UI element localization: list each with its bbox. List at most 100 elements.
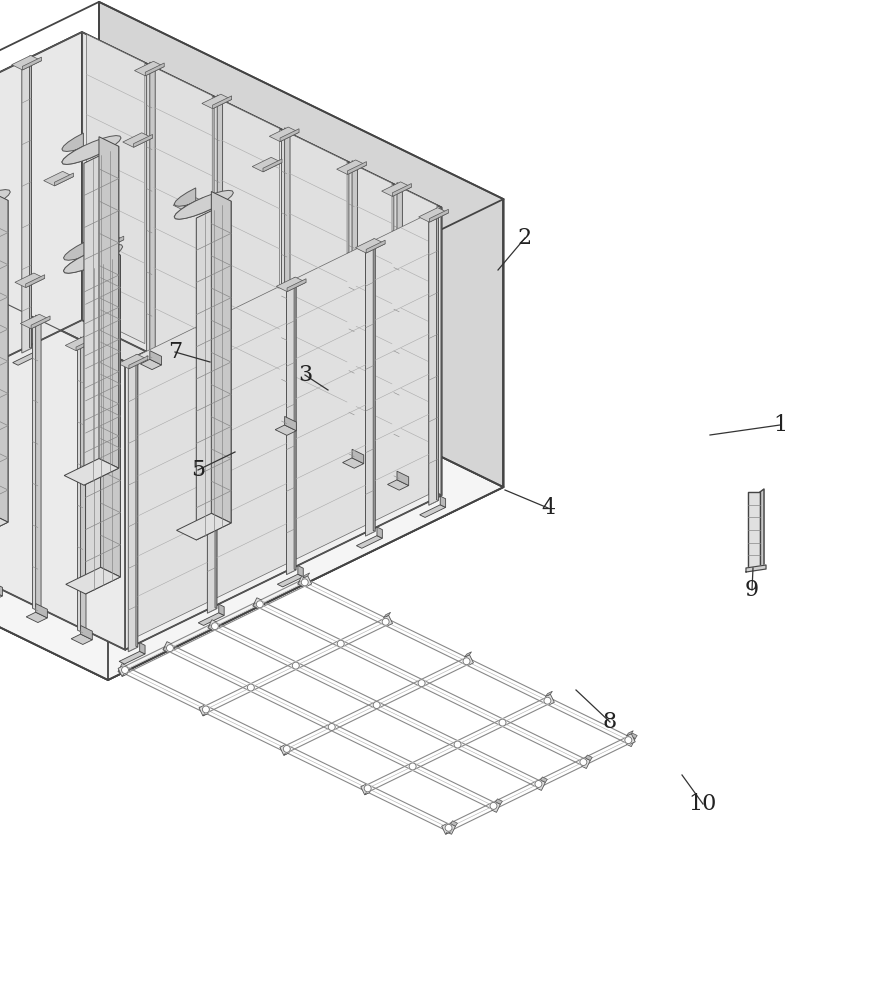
Polygon shape — [29, 56, 31, 348]
Polygon shape — [81, 337, 86, 631]
Polygon shape — [253, 598, 261, 608]
Polygon shape — [15, 273, 44, 288]
Polygon shape — [26, 275, 44, 288]
Polygon shape — [366, 240, 375, 536]
Polygon shape — [0, 200, 8, 539]
Polygon shape — [0, 32, 441, 362]
Polygon shape — [64, 242, 101, 273]
Polygon shape — [199, 705, 208, 716]
Polygon shape — [62, 136, 121, 164]
Polygon shape — [150, 351, 161, 365]
Polygon shape — [217, 384, 229, 398]
Circle shape — [409, 763, 416, 770]
Circle shape — [212, 623, 218, 630]
Text: 1: 1 — [773, 414, 787, 436]
Text: 7: 7 — [168, 341, 182, 363]
Polygon shape — [145, 63, 164, 76]
Polygon shape — [66, 336, 95, 351]
Polygon shape — [382, 182, 411, 196]
Polygon shape — [352, 449, 364, 464]
Circle shape — [499, 719, 506, 726]
Polygon shape — [198, 613, 224, 625]
Circle shape — [364, 785, 371, 792]
Polygon shape — [441, 824, 451, 834]
Polygon shape — [401, 188, 437, 486]
Polygon shape — [546, 694, 555, 705]
Polygon shape — [197, 201, 231, 540]
Polygon shape — [420, 505, 446, 517]
Polygon shape — [176, 513, 231, 540]
Circle shape — [256, 601, 263, 608]
Polygon shape — [429, 209, 439, 505]
Polygon shape — [118, 664, 127, 674]
Polygon shape — [419, 208, 448, 222]
Polygon shape — [284, 750, 291, 755]
Circle shape — [625, 737, 632, 744]
Polygon shape — [203, 710, 210, 716]
Circle shape — [292, 662, 299, 669]
Polygon shape — [337, 160, 367, 174]
Polygon shape — [140, 359, 161, 370]
Polygon shape — [377, 527, 383, 538]
Polygon shape — [135, 61, 164, 76]
Polygon shape — [393, 184, 400, 478]
Polygon shape — [392, 184, 411, 196]
Polygon shape — [22, 57, 42, 70]
Polygon shape — [86, 255, 120, 594]
Circle shape — [301, 579, 308, 586]
Text: 2: 2 — [518, 227, 532, 249]
Circle shape — [121, 666, 128, 674]
Circle shape — [535, 780, 542, 787]
Polygon shape — [298, 581, 305, 586]
Polygon shape — [217, 95, 222, 389]
Polygon shape — [282, 129, 287, 424]
Polygon shape — [626, 736, 635, 747]
Text: 3: 3 — [298, 364, 312, 386]
Polygon shape — [495, 799, 502, 804]
Polygon shape — [0, 186, 125, 650]
Polygon shape — [154, 67, 213, 376]
Polygon shape — [34, 344, 39, 355]
Polygon shape — [366, 240, 385, 253]
Polygon shape — [284, 416, 296, 431]
Polygon shape — [213, 96, 231, 109]
Polygon shape — [215, 316, 217, 609]
Polygon shape — [212, 191, 231, 523]
Polygon shape — [150, 62, 155, 356]
Polygon shape — [173, 196, 203, 210]
Circle shape — [454, 741, 461, 748]
Polygon shape — [586, 755, 593, 760]
Polygon shape — [207, 392, 229, 402]
Polygon shape — [296, 244, 366, 559]
Polygon shape — [0, 195, 108, 680]
Polygon shape — [384, 612, 391, 618]
Polygon shape — [140, 643, 145, 654]
Polygon shape — [492, 802, 501, 812]
Polygon shape — [163, 642, 172, 652]
Circle shape — [490, 802, 497, 809]
Polygon shape — [35, 315, 41, 609]
Polygon shape — [298, 576, 307, 586]
Polygon shape — [208, 317, 227, 330]
Polygon shape — [446, 829, 453, 834]
Polygon shape — [137, 322, 207, 636]
Polygon shape — [540, 777, 548, 782]
Polygon shape — [82, 32, 441, 495]
Polygon shape — [437, 208, 439, 501]
Polygon shape — [118, 354, 148, 369]
Polygon shape — [128, 356, 148, 369]
Polygon shape — [118, 669, 125, 674]
Circle shape — [167, 645, 174, 652]
Polygon shape — [536, 780, 546, 790]
Polygon shape — [356, 536, 383, 548]
Polygon shape — [280, 745, 289, 755]
Polygon shape — [77, 339, 82, 633]
Polygon shape — [630, 733, 637, 739]
Polygon shape — [208, 620, 217, 630]
Polygon shape — [760, 489, 764, 568]
Polygon shape — [347, 162, 367, 174]
Polygon shape — [125, 207, 441, 650]
Polygon shape — [276, 277, 306, 292]
Polygon shape — [349, 162, 354, 457]
Polygon shape — [22, 57, 31, 353]
